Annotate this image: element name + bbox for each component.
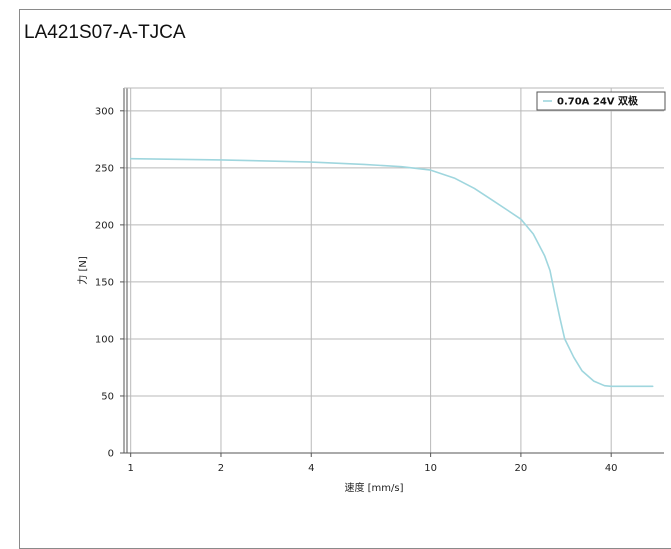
- y-axis-label: 力 [N]: [76, 256, 89, 285]
- x-tick-label: 20: [515, 463, 528, 474]
- axis-layer: [120, 87, 664, 457]
- series-layer: [129, 157, 654, 388]
- x-tick-label: 2: [218, 463, 224, 474]
- y-tick-label: 300: [95, 106, 114, 117]
- y-tick-label: 150: [95, 277, 114, 288]
- y-tick-label: 0: [108, 449, 114, 460]
- x-axis-label: 速度 [mm/s]: [344, 481, 403, 494]
- legend-box: [536, 91, 666, 111]
- chart-title: LA421S07-A-TJCA: [24, 22, 186, 43]
- y-tick-label: 100: [95, 334, 114, 345]
- x-tick-label: 1: [127, 463, 133, 474]
- x-tick-label: 10: [424, 463, 437, 474]
- legend: 0.70A 24V 双极: [536, 91, 666, 111]
- y-tick-label: 50: [101, 391, 114, 402]
- y-tick-label: 250: [95, 163, 114, 174]
- legend-entry: 0.70A 24V 双极: [557, 95, 639, 108]
- tick-labels: 0 50 100 150 200 250 300 1 2 4 10 20 40: [95, 106, 618, 474]
- x-tick-label: 4: [308, 463, 314, 474]
- y-tick-label: 200: [95, 220, 114, 231]
- x-tick-label: 40: [605, 463, 618, 474]
- grid-layer: [124, 88, 664, 454]
- series-line: [129, 157, 654, 388]
